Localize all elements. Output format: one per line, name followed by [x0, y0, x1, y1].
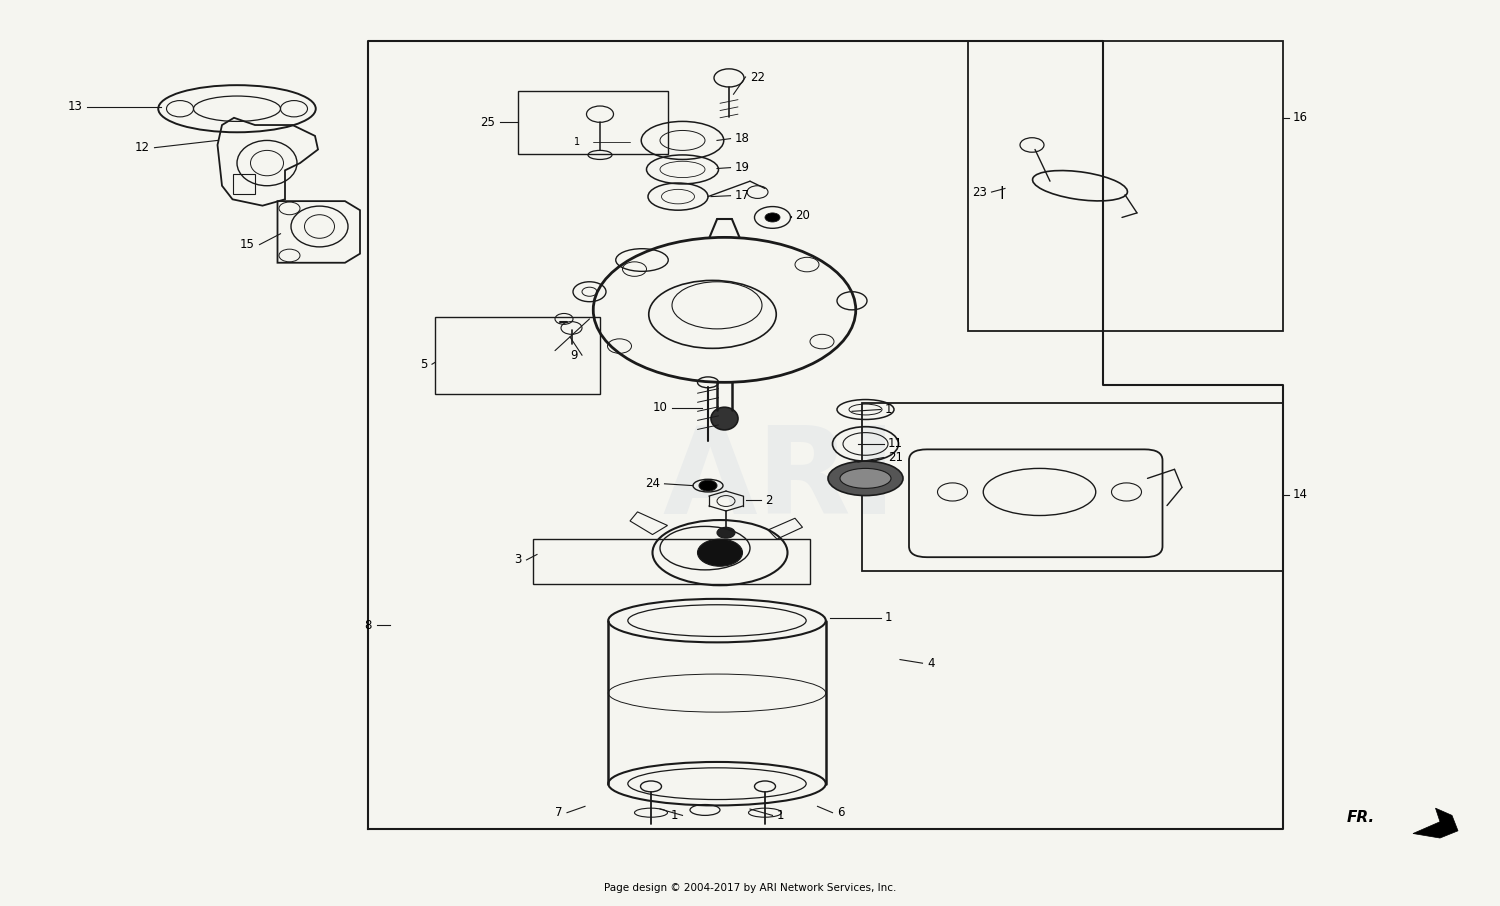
Circle shape [698, 539, 742, 566]
Text: 7: 7 [555, 806, 562, 819]
Text: 11: 11 [888, 438, 903, 450]
Text: 19: 19 [735, 161, 750, 174]
Text: 1: 1 [885, 403, 892, 416]
Polygon shape [1413, 808, 1458, 838]
Text: 5: 5 [420, 358, 428, 371]
Circle shape [699, 480, 717, 491]
Text: Page design © 2004-2017 by ARI Network Services, Inc.: Page design © 2004-2017 by ARI Network S… [604, 882, 896, 893]
Text: 6: 6 [837, 806, 844, 819]
Text: 24: 24 [645, 477, 660, 490]
Text: 17: 17 [735, 189, 750, 202]
Text: 21: 21 [888, 451, 903, 464]
Text: 4: 4 [927, 657, 934, 670]
Text: 14: 14 [1293, 488, 1308, 501]
Text: 1: 1 [885, 612, 892, 624]
Text: 23: 23 [972, 186, 987, 198]
Text: |: | [999, 186, 1005, 198]
Text: 1: 1 [777, 809, 784, 822]
Text: 16: 16 [1293, 111, 1308, 124]
Ellipse shape [717, 527, 735, 538]
Ellipse shape [828, 461, 903, 496]
Text: 2: 2 [765, 494, 772, 506]
Circle shape [765, 213, 780, 222]
Text: 20: 20 [795, 209, 810, 222]
Text: 22: 22 [750, 71, 765, 83]
Text: FR.: FR. [1347, 810, 1376, 824]
Text: 3: 3 [514, 554, 522, 566]
Text: 10: 10 [652, 401, 668, 414]
Text: 12: 12 [135, 141, 150, 154]
Text: 15: 15 [240, 238, 255, 251]
Ellipse shape [711, 407, 738, 429]
Text: 18: 18 [735, 132, 750, 145]
Text: 25: 25 [480, 116, 495, 129]
Text: ARI: ARI [663, 421, 897, 539]
Text: 9: 9 [570, 349, 578, 361]
Text: 13: 13 [68, 101, 82, 113]
Text: 1: 1 [574, 137, 580, 148]
Ellipse shape [840, 468, 891, 488]
Text: 8: 8 [364, 619, 372, 631]
Text: 1: 1 [670, 809, 678, 822]
